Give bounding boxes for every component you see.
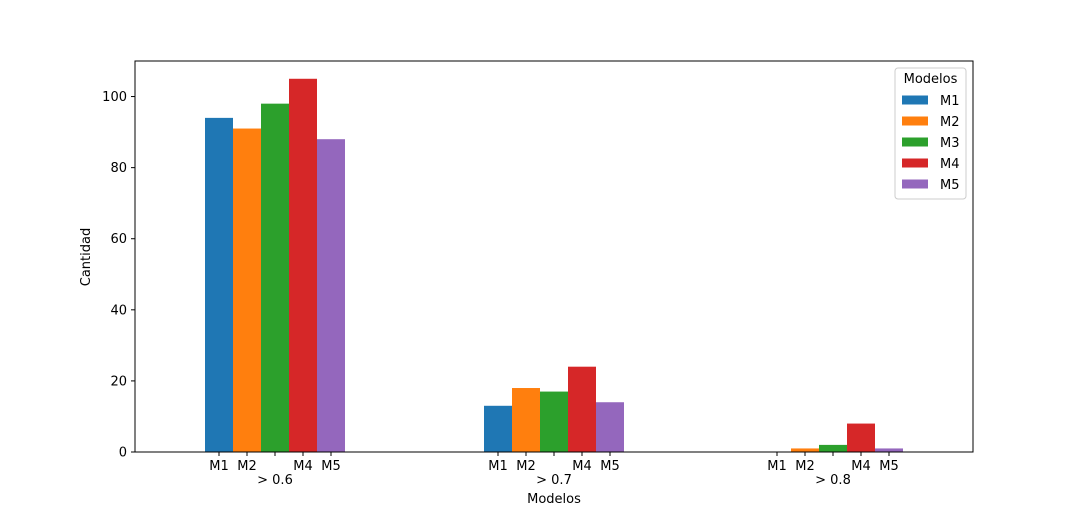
legend-label-m1: M1: [940, 94, 960, 109]
bar-m2-group-3: [791, 448, 819, 452]
y-axis-title: Cantidad: [79, 228, 94, 286]
bar-m1-group-2: [484, 405, 512, 452]
legend-label-m4: M4: [940, 157, 960, 172]
bar-m3-group-3: [819, 444, 847, 452]
bar-m4-group-3: [847, 423, 875, 452]
x-bar-label: M5: [321, 459, 341, 474]
x-bar-label: M1: [488, 459, 508, 474]
legend-label-m3: M3: [940, 136, 960, 151]
x-group-label: > 0.7: [536, 473, 572, 488]
x-group-label: > 0.8: [815, 473, 851, 488]
bar-m2-group-1: [233, 128, 261, 452]
legend-label-m2: M2: [940, 115, 960, 130]
legend-items: M1 M2 M3 M4 M5: [902, 94, 960, 193]
y-tick-label: 40: [110, 303, 127, 318]
bar-m3-group-1: [261, 103, 289, 453]
y-tick-label: 20: [110, 374, 127, 389]
x-axis: M1 M2 M4 M5 > 0.6 M1 M2 M4 M5 > 0.7 M1 M2 M4 M5 > 0.8: [209, 452, 899, 488]
legend-swatch-m4: [902, 158, 928, 168]
x-bar-label: M5: [879, 459, 899, 474]
y-tick-label: 100: [102, 90, 127, 105]
bar-m3-group-2: [540, 391, 568, 452]
x-axis-title: Modelos: [527, 492, 581, 507]
y-tick-label: 80: [110, 161, 127, 176]
legend-swatch-m5: [902, 179, 928, 189]
bar-m5-group-3: [875, 448, 903, 452]
legend-swatch-m2: [902, 116, 928, 126]
x-bar-label: M2: [795, 459, 815, 474]
legend-swatch-m3: [902, 137, 928, 147]
legend-label-m5: M5: [940, 178, 960, 193]
x-bar-label: M4: [851, 459, 871, 474]
x-bar-label: M2: [237, 459, 257, 474]
x-bar-label: M1: [209, 459, 229, 474]
x-bar-label: M1: [767, 459, 787, 474]
bar-m1-group-1: [205, 117, 233, 452]
legend: Modelos M1 M2 M3 M4 M5: [894, 67, 967, 200]
legend-title: Modelos: [904, 72, 958, 87]
bar-m4-group-2: [568, 366, 596, 452]
bars-layer: [205, 78, 903, 453]
y-tick-label: 0: [119, 446, 127, 461]
y-tick-label: 60: [110, 232, 127, 247]
legend-swatch-m1: [902, 95, 928, 105]
x-bar-label: M4: [572, 459, 592, 474]
y-axis: 0 20 40 60 80 100: [102, 90, 135, 461]
x-bar-label: M2: [516, 459, 536, 474]
bar-m5-group-1: [317, 139, 345, 452]
bar-m2-group-2: [512, 388, 540, 452]
bar-m5-group-2: [596, 402, 624, 452]
x-bar-label: M5: [600, 459, 620, 474]
bar-m4-group-1: [289, 78, 317, 452]
x-group-label: > 0.6: [257, 473, 293, 488]
x-bar-label: M4: [293, 459, 313, 474]
